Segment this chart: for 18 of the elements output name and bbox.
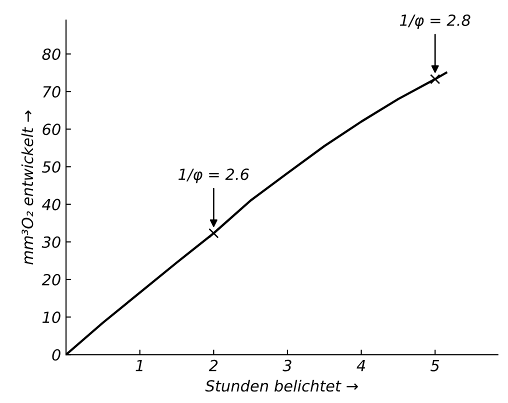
- y-tick-label: 80: [42, 48, 60, 60]
- y-tick-label: 70: [43, 86, 60, 98]
- x-tick-label: 2: [208, 360, 218, 372]
- x-tick-label: 5: [430, 360, 440, 372]
- y-tick-label: 30: [42, 236, 60, 248]
- annotation: 1/φ = 2.8: [400, 14, 470, 29]
- y-tick-label: 0: [52, 349, 60, 361]
- y-tick-label: 60: [42, 124, 60, 136]
- y-tick-label: 10: [42, 312, 60, 324]
- y-axis-title: mm³O₂ entwickelt →: [21, 110, 34, 264]
- annotation: 1/φ = 2.6: [178, 168, 249, 184]
- y-tick-label: 40: [42, 198, 60, 210]
- y-tick-label: 50: [42, 161, 60, 173]
- x-tick-label: 3: [282, 360, 292, 372]
- x-tick-label: 4: [356, 360, 366, 372]
- x-tick-label: 1: [136, 360, 142, 372]
- y-tick-label: 20: [42, 274, 60, 286]
- x-axis-title: Stunden belichtet →: [205, 380, 358, 392]
